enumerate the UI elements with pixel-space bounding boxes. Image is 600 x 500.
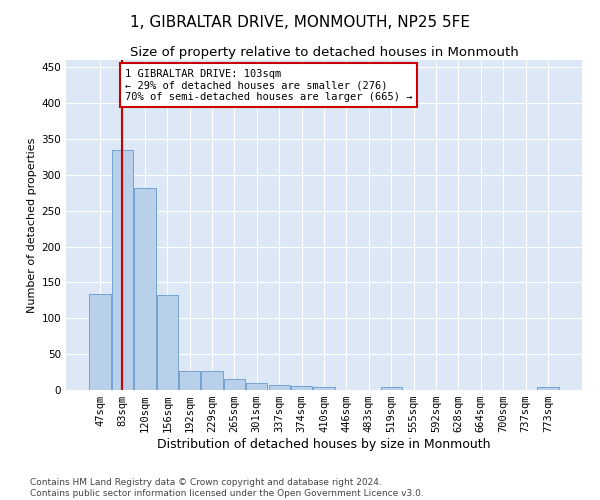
Bar xyxy=(246,383,268,390)
Title: Size of property relative to detached houses in Monmouth: Size of property relative to detached ho… xyxy=(130,46,518,59)
Bar xyxy=(269,385,290,390)
Bar xyxy=(380,387,402,390)
Bar xyxy=(291,386,312,390)
X-axis label: Distribution of detached houses by size in Monmouth: Distribution of detached houses by size … xyxy=(157,438,491,451)
Bar xyxy=(202,372,223,390)
Text: Contains HM Land Registry data © Crown copyright and database right 2024.
Contai: Contains HM Land Registry data © Crown c… xyxy=(30,478,424,498)
Bar xyxy=(224,379,245,390)
Bar xyxy=(537,387,559,390)
Bar xyxy=(157,294,178,390)
Bar xyxy=(179,372,200,390)
Bar xyxy=(112,150,133,390)
Bar xyxy=(89,294,111,390)
Text: 1 GIBRALTAR DRIVE: 103sqm
← 29% of detached houses are smaller (276)
70% of semi: 1 GIBRALTAR DRIVE: 103sqm ← 29% of detac… xyxy=(125,68,412,102)
Y-axis label: Number of detached properties: Number of detached properties xyxy=(27,138,37,312)
Bar xyxy=(134,188,155,390)
Bar xyxy=(313,387,335,390)
Text: 1, GIBRALTAR DRIVE, MONMOUTH, NP25 5FE: 1, GIBRALTAR DRIVE, MONMOUTH, NP25 5FE xyxy=(130,15,470,30)
